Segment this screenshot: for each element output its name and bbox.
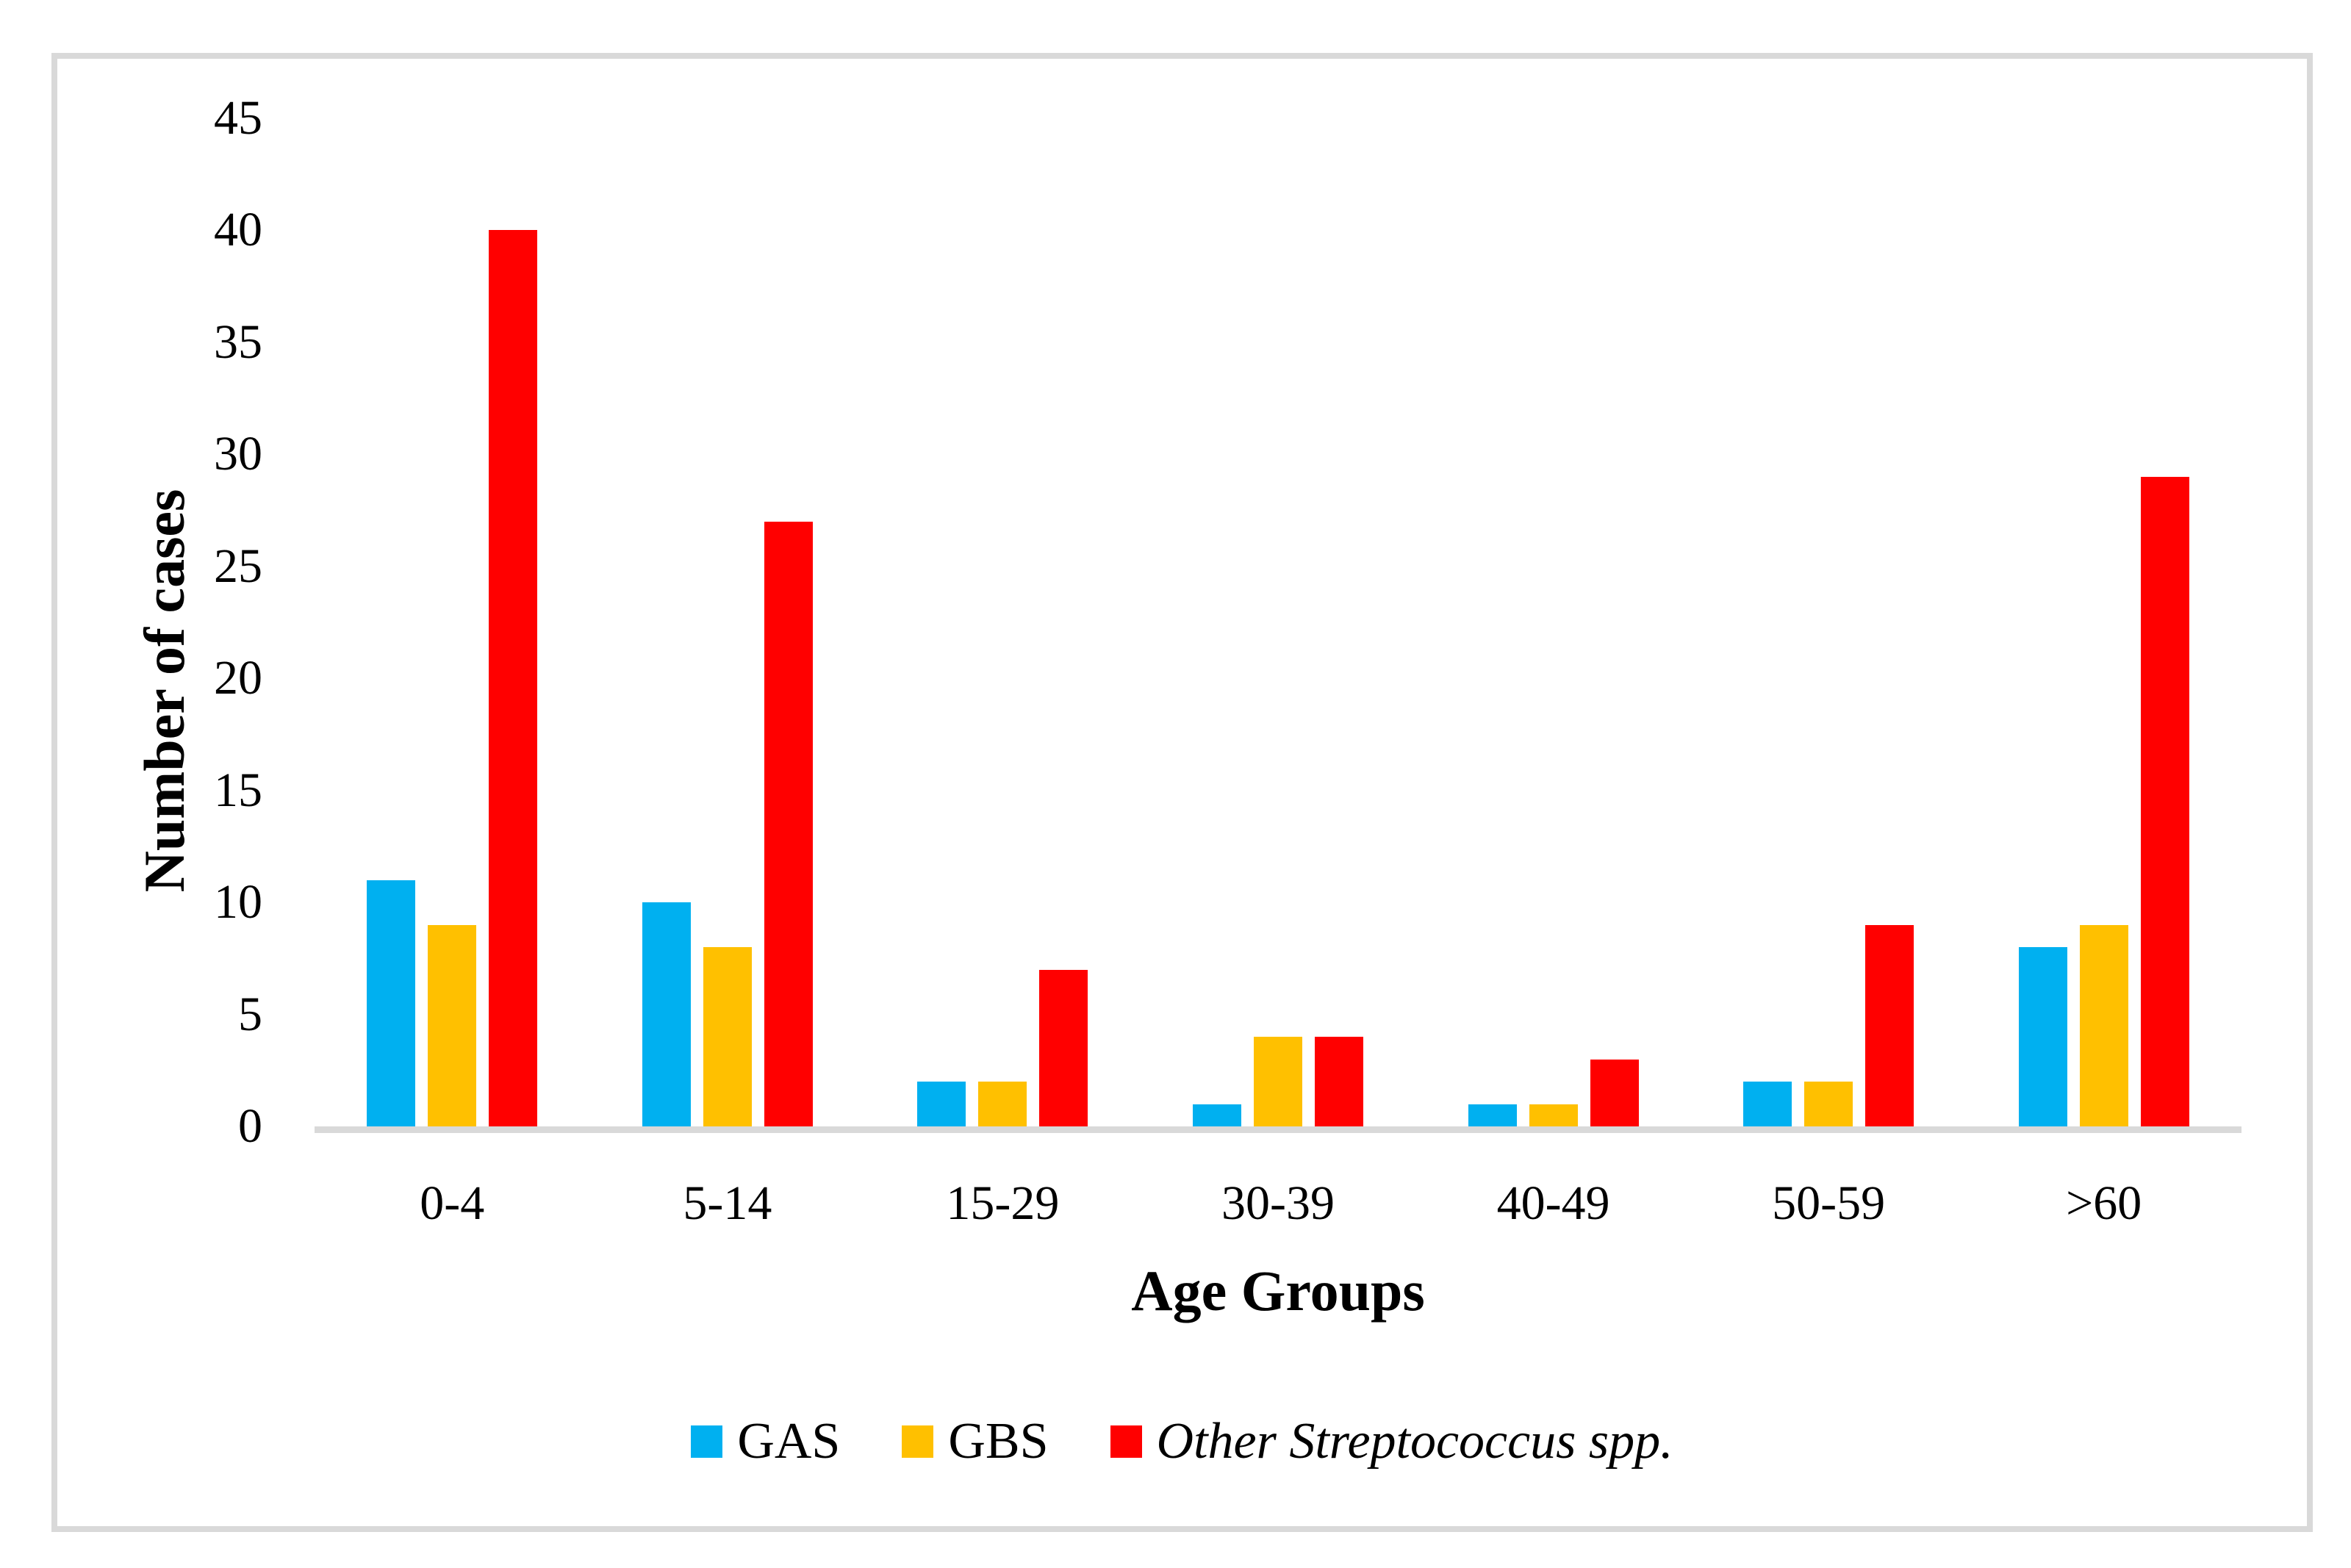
x-tick-label-5-14: 5-14: [683, 1176, 772, 1230]
x-tick-label-0-4: 0-4: [420, 1176, 485, 1230]
x-axis-line: [315, 1126, 2241, 1133]
y-tick-label-40: 40: [214, 203, 262, 257]
bar-other-streptococcus-spp-5-14: [764, 522, 813, 1126]
bar-other-streptococcus-spp-30-39: [1315, 1037, 1363, 1126]
bar-gbs-0-4: [428, 925, 477, 1126]
bar-gbs-5-14: [703, 947, 752, 1126]
legend-marker-other-streptococcus-spp: [1110, 1425, 1142, 1458]
bar-other-streptococcus-spp-50-59: [1865, 925, 1914, 1126]
y-tick-label-35: 35: [214, 314, 262, 369]
bar-gas-5-14: [642, 902, 691, 1126]
legend-label-gas: GAS: [737, 1413, 841, 1470]
legend-item-gas: GAS: [691, 1412, 840, 1471]
x-axis-title: Age Groups: [1131, 1259, 1425, 1323]
bar-gas-30-39: [1193, 1104, 1241, 1126]
legend-item-other-streptococcus-spp: Other Streptococcus spp.: [1110, 1412, 1673, 1471]
y-tick-label-10: 10: [214, 875, 262, 929]
y-tick-label-5: 5: [238, 987, 262, 1041]
bar-gas-15-29: [917, 1082, 966, 1126]
bar-gbs-50-59: [1804, 1082, 1853, 1126]
x-tick-label-40-49: 40-49: [1496, 1176, 1610, 1230]
bar-gbs-15-29: [978, 1082, 1027, 1126]
legend-label-gbs: GBS: [948, 1413, 1049, 1470]
bar-other-streptococcus-spp-0-4: [489, 230, 538, 1126]
y-tick-label-0: 0: [238, 1099, 262, 1153]
y-tick-label-25: 25: [214, 539, 262, 593]
legend-label-other-streptococcus-spp: Other Streptococcus spp.: [1156, 1413, 1673, 1470]
y-tick-label-20: 20: [214, 651, 262, 705]
bar-gas-40-49: [1468, 1104, 1517, 1126]
legend-marker-gas: [691, 1425, 723, 1458]
bar-gas-60: [2018, 947, 2067, 1126]
legend: GAS GBS Other Streptococcus spp.: [51, 1412, 2313, 1471]
chart-frame-border: [51, 53, 2313, 1532]
bar-other-streptococcus-spp-15-29: [1039, 970, 1088, 1126]
x-tick-label-60: >60: [2066, 1176, 2142, 1230]
y-tick-label-15: 15: [214, 763, 262, 817]
bar-gbs-60: [2079, 925, 2128, 1126]
bar-gbs-40-49: [1529, 1104, 1578, 1126]
bar-other-streptococcus-spp-60: [2140, 477, 2189, 1126]
legend-marker-gbs: [902, 1425, 934, 1458]
y-tick-label-30: 30: [214, 427, 262, 481]
y-tick-label-45: 45: [214, 90, 262, 145]
legend-item-gbs: GBS: [902, 1412, 1049, 1471]
bar-other-streptococcus-spp-40-49: [1590, 1060, 1639, 1126]
bar-gas-0-4: [367, 880, 416, 1126]
x-tick-label-50-59: 50-59: [1772, 1176, 1886, 1230]
bar-gas-50-59: [1743, 1082, 1792, 1126]
x-tick-label-15-29: 15-29: [946, 1176, 1060, 1230]
x-tick-label-30-39: 30-39: [1221, 1176, 1335, 1230]
bar-gbs-30-39: [1254, 1037, 1302, 1126]
